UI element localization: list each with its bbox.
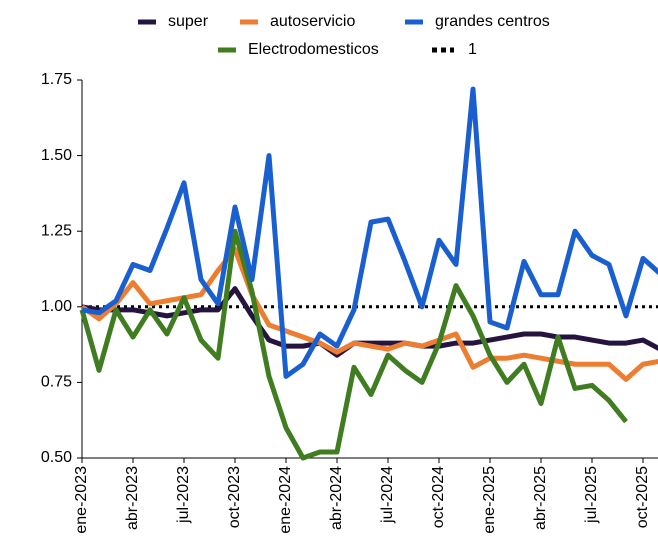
x-tick-label: jul-2025 [583,466,600,524]
legend-label: autoservicio [270,13,355,30]
legend-label: 1 [468,41,477,58]
x-tick-label: ene-2023 [73,466,90,534]
y-tick-label: 1.50 [41,147,72,164]
x-tick-label: jul-2023 [175,466,192,524]
y-tick-label: 1.25 [41,222,72,239]
legend-label: super [168,13,209,30]
legend-label: Electrodomesticos [248,41,379,58]
x-tick-label: oct-2024 [430,466,447,528]
x-tick-label: abr-2023 [124,466,141,530]
series-line [81,86,658,379]
y-tick-label: 1.00 [41,298,72,315]
x-tick-label: abr-2024 [328,466,345,530]
x-tick-label: ene-2025 [481,466,498,534]
x-tick-label: jul-2024 [379,466,396,524]
x-tick-label: oct-2025 [634,466,651,528]
y-tick-label: 0.50 [41,449,72,466]
series-line [79,228,628,461]
y-tick-label: 0.75 [41,374,72,391]
series-line [80,246,658,382]
x-tick-label: oct-2023 [226,466,243,528]
x-tick-label: ene-2024 [277,466,294,534]
y-tick-label: 1.75 [41,71,72,88]
legend-label: grandes centros [435,13,550,30]
x-tick-label: abr-2025 [532,466,549,530]
